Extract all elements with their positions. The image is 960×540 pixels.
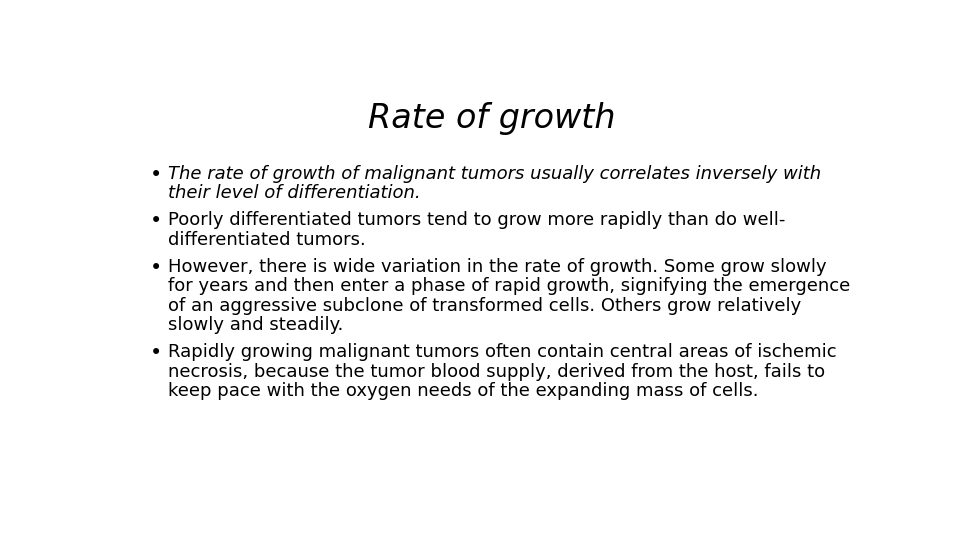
Text: •: • — [150, 343, 162, 363]
Text: However, there is wide variation in the rate of growth. Some grow slowly: However, there is wide variation in the … — [168, 258, 827, 276]
Text: The rate of growth of malignant tumors usually correlates inversely with: The rate of growth of malignant tumors u… — [168, 165, 822, 183]
Text: Rapidly growing malignant tumors often contain central areas of ischemic: Rapidly growing malignant tumors often c… — [168, 343, 837, 361]
Text: of an aggressive subclone of transformed cells. Others grow relatively: of an aggressive subclone of transformed… — [168, 297, 802, 315]
Text: keep pace with the oxygen needs of the expanding mass of cells.: keep pace with the oxygen needs of the e… — [168, 382, 758, 401]
Text: their level of differentiation.: their level of differentiation. — [168, 184, 421, 202]
Text: Poorly differentiated tumors tend to grow more rapidly than do well-: Poorly differentiated tumors tend to gro… — [168, 211, 785, 229]
Text: slowly and steadily.: slowly and steadily. — [168, 316, 344, 334]
Text: •: • — [150, 165, 162, 185]
Text: Rate of growth: Rate of growth — [369, 102, 615, 135]
Text: differentiated tumors.: differentiated tumors. — [168, 231, 366, 249]
Text: necrosis, because the tumor blood supply, derived from the host, fails to: necrosis, because the tumor blood supply… — [168, 363, 826, 381]
Text: •: • — [150, 258, 162, 278]
Text: for years and then enter a phase of rapid growth, signifying the emergence: for years and then enter a phase of rapi… — [168, 277, 851, 295]
Text: •: • — [150, 211, 162, 231]
